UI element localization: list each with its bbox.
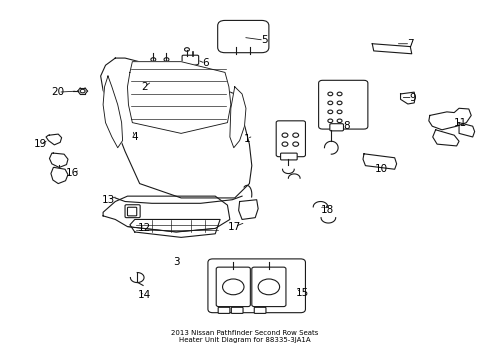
FancyBboxPatch shape <box>280 153 297 160</box>
Circle shape <box>163 58 168 61</box>
Circle shape <box>336 101 341 105</box>
Polygon shape <box>362 154 396 169</box>
Text: 10: 10 <box>374 164 387 174</box>
Text: 7: 7 <box>406 39 413 49</box>
Polygon shape <box>101 58 251 198</box>
Circle shape <box>292 142 298 146</box>
Polygon shape <box>46 134 61 145</box>
Circle shape <box>327 110 332 114</box>
FancyBboxPatch shape <box>231 307 243 314</box>
FancyBboxPatch shape <box>254 307 265 314</box>
Polygon shape <box>130 220 220 237</box>
Text: 16: 16 <box>66 168 80 178</box>
Text: 5: 5 <box>260 35 267 45</box>
FancyBboxPatch shape <box>125 205 140 218</box>
Text: 6: 6 <box>202 58 208 68</box>
Text: 2: 2 <box>141 82 147 92</box>
Polygon shape <box>127 62 230 134</box>
Circle shape <box>369 158 374 162</box>
Circle shape <box>327 119 332 123</box>
Text: 8: 8 <box>343 121 349 131</box>
Circle shape <box>336 119 341 123</box>
FancyBboxPatch shape <box>329 124 343 131</box>
Text: 9: 9 <box>408 93 415 103</box>
Circle shape <box>258 279 279 295</box>
Circle shape <box>336 110 341 114</box>
Polygon shape <box>458 123 474 137</box>
Text: 15: 15 <box>295 288 308 298</box>
Circle shape <box>292 133 298 137</box>
Circle shape <box>80 89 85 93</box>
Polygon shape <box>400 92 414 104</box>
Polygon shape <box>51 167 68 184</box>
Circle shape <box>327 92 332 96</box>
Polygon shape <box>238 200 258 220</box>
FancyBboxPatch shape <box>217 21 268 53</box>
Circle shape <box>442 135 447 140</box>
Circle shape <box>151 58 156 61</box>
FancyBboxPatch shape <box>276 121 305 157</box>
Polygon shape <box>432 130 458 146</box>
Circle shape <box>383 161 387 164</box>
Text: 12: 12 <box>138 224 151 233</box>
FancyBboxPatch shape <box>251 267 285 307</box>
Text: 14: 14 <box>138 291 151 301</box>
Text: 1: 1 <box>243 134 250 144</box>
Circle shape <box>336 92 341 96</box>
FancyBboxPatch shape <box>318 80 367 129</box>
Circle shape <box>405 96 409 100</box>
Polygon shape <box>103 76 122 148</box>
Circle shape <box>282 142 287 146</box>
FancyBboxPatch shape <box>216 267 250 307</box>
Circle shape <box>184 48 189 51</box>
Text: 11: 11 <box>452 118 466 128</box>
Polygon shape <box>103 196 229 232</box>
Polygon shape <box>428 108 470 130</box>
Text: 20: 20 <box>52 87 65 97</box>
Circle shape <box>282 133 287 137</box>
FancyBboxPatch shape <box>182 55 198 64</box>
Text: 17: 17 <box>228 222 241 231</box>
Circle shape <box>222 279 244 295</box>
Text: 18: 18 <box>320 206 333 216</box>
Polygon shape <box>49 153 68 167</box>
Circle shape <box>377 46 381 49</box>
Circle shape <box>388 47 392 50</box>
FancyBboxPatch shape <box>218 307 229 314</box>
Text: 2013 Nissan Pathfinder Second Row Seats
Heater Unit Diagram for 88335-3JA1A: 2013 Nissan Pathfinder Second Row Seats … <box>170 330 318 343</box>
Circle shape <box>327 101 332 105</box>
Text: 4: 4 <box>131 132 138 142</box>
Text: 3: 3 <box>173 257 179 267</box>
Polygon shape <box>371 44 411 54</box>
Text: 13: 13 <box>101 195 114 205</box>
Circle shape <box>399 49 403 51</box>
FancyBboxPatch shape <box>207 259 305 313</box>
FancyBboxPatch shape <box>127 207 137 216</box>
Polygon shape <box>229 87 245 148</box>
Text: 19: 19 <box>34 139 47 149</box>
